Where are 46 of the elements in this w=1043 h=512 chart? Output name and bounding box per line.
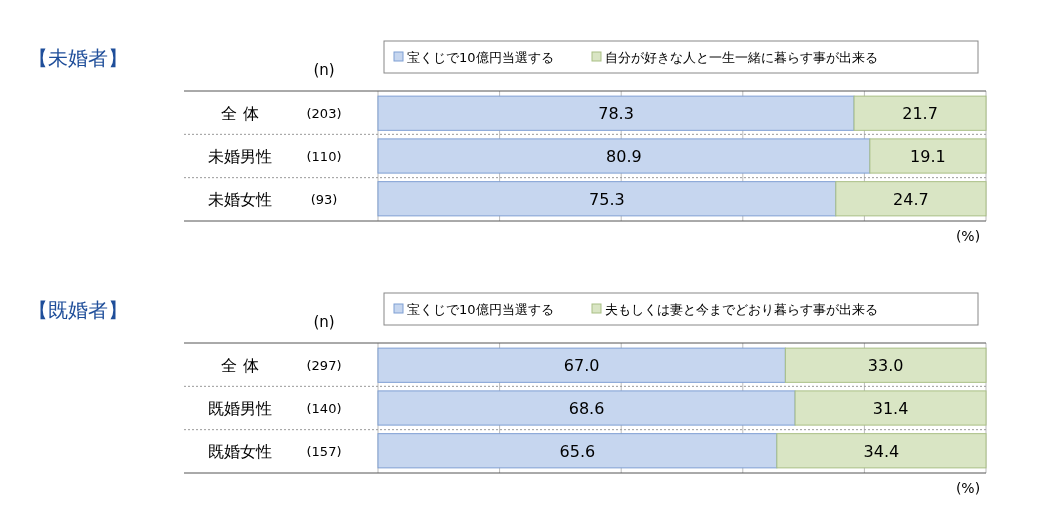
text: (157) [306,443,342,459]
y-tick-label: 未婚男性 [208,147,272,166]
bar [835,181,987,217]
bar [853,95,987,131]
text: (n) [313,313,335,331]
text: (203) [306,106,342,122]
y-tick-label: 既婚男性 [208,399,272,418]
x-axis-title: (%) [955,228,981,244]
y-tick-label: 全 体 [221,356,259,376]
legend-label: 自分が好きな人と一生一緒に暮らす事が出来る [605,50,878,65]
data-label: 68.6 [568,399,605,418]
data-label: 19.1 [910,147,946,166]
x-axis-title: (%) [955,480,981,496]
text: (140) [306,401,342,416]
text: 【既婚者】 [28,298,128,322]
bar [784,347,987,383]
data-label: 31.4 [872,399,909,418]
y-tick-label: 全 体 [221,104,259,124]
data-label: 78.3 [598,104,634,124]
bar [377,433,778,469]
data-label: 34.4 [863,441,900,461]
bar [869,138,987,174]
bar [377,95,855,131]
text: (n) [313,61,335,79]
bar [776,433,987,469]
bar [377,347,786,383]
y-tick-label: 既婚女性 [208,441,272,461]
bar [377,138,871,174]
legend-label: 夫もしくは妻と今までどおり暮らす事が出来る [605,302,878,317]
data-label: 80.9 [606,147,642,166]
legend-label: 宝くじで10億円当選する [407,302,554,317]
data-label: 24.7 [893,189,929,209]
data-label: 75.3 [589,189,625,209]
legend-label: 宝くじで10億円当選する [407,50,554,65]
data-label: 21.7 [902,104,938,124]
text: (93) [310,191,338,207]
bar [794,390,987,426]
data-label: 67.0 [563,356,600,376]
bar [377,181,837,217]
text: (297) [306,358,342,374]
text: (110) [306,149,342,164]
data-label: 65.6 [559,441,596,461]
data-label: 33.0 [867,356,904,376]
text: 【未婚者】 [28,46,128,70]
y-tick-label: 未婚女性 [208,189,272,209]
bar [377,390,796,426]
